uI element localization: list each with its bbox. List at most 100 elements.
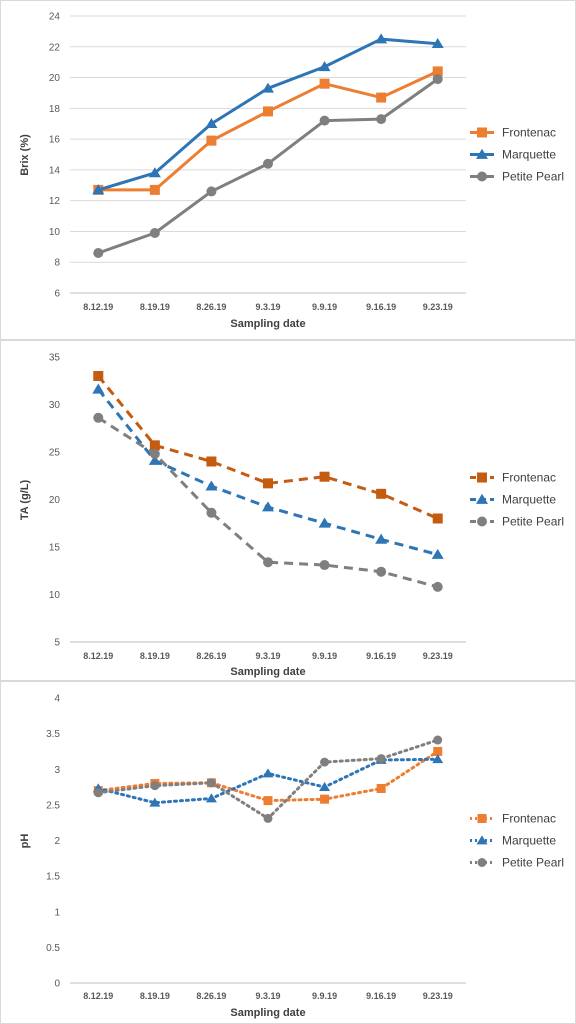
data-point — [149, 184, 160, 195]
y-tick-label: 0 — [54, 979, 60, 990]
series-marquette — [92, 33, 444, 195]
y-tick-label: 2.5 — [46, 800, 60, 811]
data-point — [206, 186, 217, 197]
x-axis-title: Sampling date — [230, 1007, 305, 1019]
data-point — [262, 82, 274, 93]
data-point — [263, 796, 273, 806]
legend-entry: Frontenac — [470, 471, 556, 485]
data-point — [432, 74, 443, 85]
legend-label: Petite Pearl — [502, 170, 564, 184]
y-tick-label: 1.5 — [46, 872, 60, 883]
series-line — [97, 375, 439, 520]
data-point — [92, 184, 105, 195]
series-frontenac — [93, 371, 443, 524]
data-point — [376, 488, 387, 499]
x-tick-label: 9.9.19 — [312, 302, 337, 312]
data-point — [263, 557, 273, 568]
x-tick-label: 8.12.19 — [83, 651, 113, 661]
data-point — [92, 383, 105, 394]
data-point — [431, 37, 444, 49]
chart-panel-3: 0 0.5 1 1.5 2 2.5 3 3.5 4 8.12.19 8.19.19 8.26.19 9.… — [0, 681, 576, 1024]
chart-panel-1: 6 8 10 12 14 16 18 20 22 24 8.12.19 8.19.19 8.26.19 9… — [0, 0, 576, 340]
data-point — [376, 92, 387, 103]
x-tick-label: 9.23.19 — [423, 302, 453, 312]
x-tick-label: 8.19.19 — [140, 991, 170, 1001]
legend-entry: Frontenac — [470, 126, 556, 140]
x-tick-label: 8.12.19 — [83, 302, 113, 312]
data-point — [149, 227, 160, 238]
data-point — [205, 480, 218, 491]
data-point — [431, 548, 444, 559]
data-point — [433, 746, 443, 756]
data-point — [262, 768, 274, 778]
x-tick-label: 8.26.19 — [196, 302, 226, 312]
legend-entry: Marquette — [470, 148, 556, 162]
legend-label: Petite Pearl — [502, 856, 564, 870]
data-point — [263, 478, 273, 489]
y-tick-label: 0.5 — [46, 943, 60, 954]
y-tick-label: 22 — [49, 42, 61, 53]
legend-marker — [477, 858, 487, 867]
series-line — [96, 738, 440, 820]
y-tick-label: 12 — [49, 196, 61, 207]
data-point — [206, 778, 216, 788]
data-point — [432, 513, 443, 524]
x-tick-label: 9.3.19 — [255, 651, 280, 661]
legend-entry: Marquette — [470, 834, 556, 848]
legend-label: Frontenac — [502, 812, 556, 826]
series-line — [97, 388, 439, 557]
panel-border — [0, 681, 576, 1024]
x-tick-label: 8.26.19 — [196, 991, 226, 1001]
y-tick-label: 10 — [49, 590, 61, 601]
legend-label: Marquette — [502, 834, 556, 848]
y-tick-label: 4 — [54, 694, 60, 705]
data-point — [206, 507, 217, 518]
x-tick-label: 8.26.19 — [196, 651, 226, 661]
y-tick-label: 24 — [49, 12, 61, 23]
legend-entry: Petite Pearl — [470, 170, 564, 184]
y-tick-label: 15 — [49, 543, 61, 554]
x-tick-label: 9.16.19 — [366, 991, 396, 1001]
data-point — [376, 754, 386, 764]
data-point — [319, 781, 331, 791]
y-tick-label: 10 — [49, 227, 61, 238]
data-point — [263, 158, 273, 169]
series-petite-pearl — [93, 74, 443, 258]
x-tick-label: 9.23.19 — [423, 991, 453, 1001]
series-petite-pearl — [93, 412, 443, 592]
x-tick-label: 9.23.19 — [423, 651, 453, 661]
x-axis-title: Sampling date — [230, 666, 305, 678]
y-tick-label: 18 — [49, 104, 61, 115]
data-point — [262, 501, 274, 512]
data-point — [319, 115, 330, 126]
data-point — [263, 106, 273, 117]
x-tick-label: 9.16.19 — [366, 651, 396, 661]
data-point — [433, 735, 443, 745]
legend-marker — [477, 127, 487, 138]
data-point — [320, 794, 330, 804]
data-point — [318, 61, 331, 72]
panel-border — [0, 340, 576, 681]
data-point — [206, 456, 217, 467]
x-tick-label: 9.3.19 — [255, 991, 280, 1001]
y-axis-title: Brix (%) — [19, 134, 31, 176]
data-point — [376, 114, 387, 125]
data-point — [375, 33, 388, 44]
y-tick-label: 25 — [49, 448, 61, 459]
data-point — [205, 117, 218, 129]
data-point — [319, 560, 330, 571]
data-point — [149, 797, 161, 807]
y-tick-label: 20 — [49, 73, 61, 84]
y-axis-title: TA (g/L) — [19, 480, 31, 521]
y-tick-label: 16 — [49, 135, 61, 146]
y-tick-label: 35 — [49, 353, 61, 364]
legend-marker — [477, 171, 487, 182]
legend-marker — [477, 472, 487, 483]
legend-marker — [477, 516, 487, 527]
chart-panel-2: 5 10 15 20 25 30 35 8.12.19 8.19.19 8.26.19 9.3.19… — [0, 340, 576, 681]
y-tick-label: 5 — [54, 638, 60, 649]
data-point — [148, 454, 161, 465]
data-point — [93, 247, 104, 258]
data-point — [93, 788, 103, 798]
